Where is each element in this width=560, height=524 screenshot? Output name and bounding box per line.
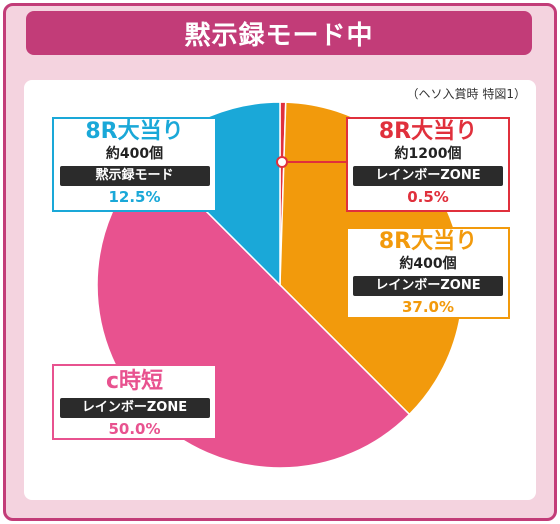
- label-orange-pct: 37.0%: [401, 298, 455, 316]
- page-title: 黙示録モード中: [26, 11, 532, 55]
- chart-note: （ヘソ入賞時 特図1）: [406, 87, 526, 101]
- label-orange-title: 8R大当り: [378, 229, 478, 254]
- label-orange-slice: 8R大当り 約400個 レインボーZONE 37.0%: [346, 227, 510, 319]
- label-orange-sub: 約400個: [399, 256, 457, 272]
- label-blue-title: 8R大当り: [85, 119, 184, 144]
- label-orange-mode: レインボーZONE: [353, 276, 503, 296]
- label-pink-pct: 50.0%: [108, 420, 161, 438]
- label-red-slice: 8R大当り 約1200個 レインボーZONE 0.5%: [346, 117, 510, 212]
- label-blue-slice: 8R大当り 約400個 黙示録モード 12.5%: [52, 117, 217, 212]
- label-pink-mode: レインボーZONE: [59, 398, 210, 418]
- label-pink-title: c時短: [105, 369, 164, 394]
- red-slice-leader-dot: [276, 156, 288, 168]
- label-red-title: 8R大当り: [378, 119, 478, 144]
- label-blue-sub: 約400個: [105, 146, 164, 162]
- label-blue-mode: 黙示録モード: [59, 166, 210, 186]
- label-red-sub: 約1200個: [394, 146, 462, 162]
- label-red-pct: 0.5%: [407, 188, 449, 206]
- label-pink-slice: c時短 レインボーZONE 50.0%: [52, 364, 217, 440]
- label-red-mode: レインボーZONE: [353, 166, 503, 186]
- label-blue-pct: 12.5%: [108, 188, 161, 206]
